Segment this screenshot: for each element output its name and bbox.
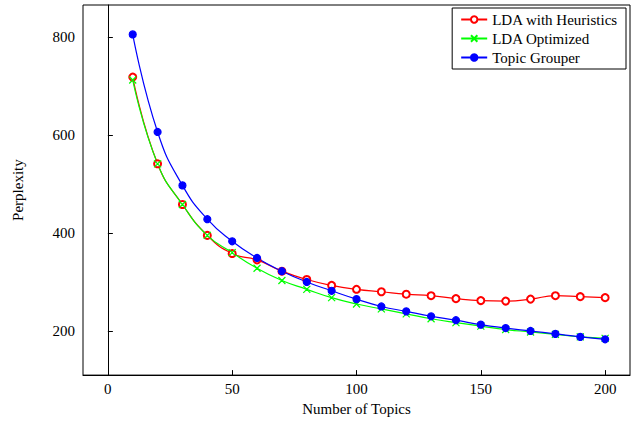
svg-text:800: 800 xyxy=(53,29,76,45)
svg-text:400: 400 xyxy=(53,225,76,241)
svg-text:50: 50 xyxy=(225,381,240,397)
svg-text:200: 200 xyxy=(594,381,617,397)
svg-text:Number of Topics: Number of Topics xyxy=(302,401,411,417)
svg-text:200: 200 xyxy=(53,323,76,339)
svg-text:600: 600 xyxy=(53,127,76,143)
svg-text:150: 150 xyxy=(470,381,493,397)
svg-text:LDA with Heuristics: LDA with Heuristics xyxy=(492,12,617,28)
svg-text:Topic Grouper: Topic Grouper xyxy=(492,50,580,66)
svg-text:LDA Optimized: LDA Optimized xyxy=(492,31,590,47)
svg-text:100: 100 xyxy=(345,381,368,397)
svg-text:Perplexity: Perplexity xyxy=(10,159,26,221)
svg-text:0: 0 xyxy=(104,381,112,397)
